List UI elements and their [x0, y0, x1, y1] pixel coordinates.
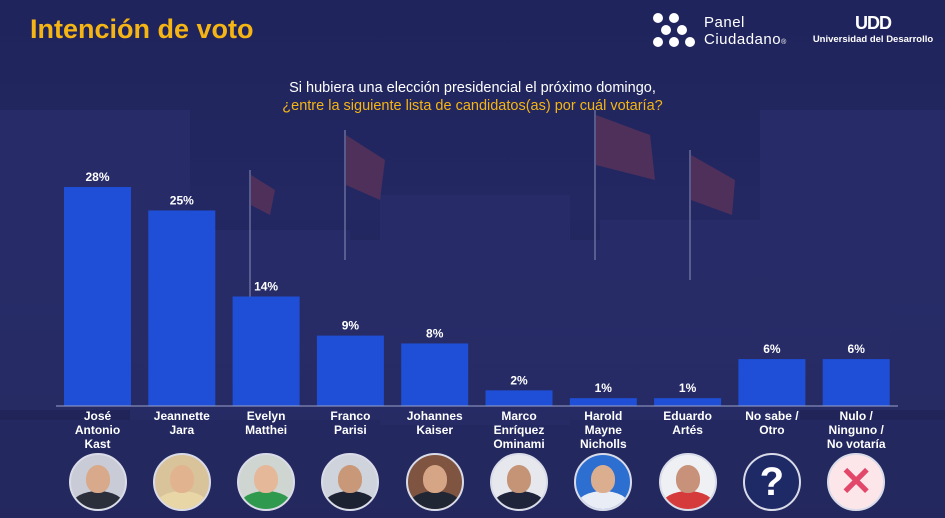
category-label-2: Evelyn Matthei — [245, 409, 287, 437]
category-label-8: No sabe / Otro — [745, 409, 799, 437]
category-label-line: Eduardo — [663, 409, 712, 423]
category-label-line: Nulo / — [840, 409, 874, 423]
bar-6 — [569, 398, 637, 406]
category-label-line: Ninguno / — [829, 423, 885, 437]
bar-7 — [654, 398, 722, 406]
photo-body — [71, 491, 124, 509]
category-label-line: Harold — [584, 409, 622, 423]
panel-ciudadano-logo: Panel Ciudadano® — [652, 12, 812, 52]
candidate-photo — [574, 453, 633, 511]
category-label-5: Marco Enríquez Ominami — [493, 409, 544, 451]
question-line-2: ¿entre la siguiente lista de candidatos(… — [282, 98, 663, 114]
question-line-1: Si hubiera una elección presidencial el … — [289, 80, 656, 96]
category-label-7: Eduardo Artés — [663, 409, 712, 437]
candidate-photo — [490, 453, 548, 511]
category-label-line: No sabe / — [745, 409, 799, 423]
udd-logo: UDD Universidad del Desarrollo — [812, 14, 934, 50]
data-label-0: 28% — [85, 170, 109, 184]
category-label-line: No votaría — [827, 437, 886, 451]
category-label-line: Johannes — [407, 409, 463, 423]
bar-2 — [232, 296, 300, 406]
photo-head — [591, 465, 616, 493]
panel-logo-reg: ® — [781, 39, 787, 46]
bar-4 — [401, 343, 469, 406]
photo-head — [675, 465, 700, 493]
cross-icon: ✕ — [839, 460, 873, 504]
category-label-1: Jeannette Jara — [154, 409, 210, 437]
bar-5 — [485, 390, 553, 406]
page-title: Intención de voto — [30, 14, 254, 44]
question-mark-icon: ? — [742, 453, 801, 511]
panel-logo-line1: Panel — [704, 14, 745, 31]
category-label-line: Antonio — [75, 423, 120, 437]
photo-body — [493, 491, 545, 509]
photo-head — [338, 465, 363, 493]
category-label-line: Parisi — [334, 423, 367, 437]
data-label-7: 1% — [679, 381, 697, 395]
photo-head — [422, 465, 447, 493]
photo-head — [254, 465, 279, 493]
bar-9 — [822, 359, 890, 406]
category-label-line: Marco — [501, 409, 536, 423]
question-mark-icon: ? — [759, 460, 785, 504]
category-label-line: José — [84, 409, 112, 423]
category-label-line: Artés — [672, 423, 703, 437]
photo-body — [408, 491, 461, 509]
data-label-8: 6% — [763, 342, 781, 356]
category-label-line: Ominami — [493, 437, 544, 451]
photo-body — [240, 491, 293, 509]
bar-1 — [148, 210, 216, 406]
photo-head — [507, 465, 531, 493]
photo-body — [661, 491, 714, 509]
category-label-line: Jara — [169, 423, 194, 437]
photo-body — [324, 491, 377, 509]
candidate-photo — [68, 453, 127, 511]
candidate-photo — [152, 453, 211, 511]
data-label-4: 8% — [426, 326, 444, 340]
candidate-photo — [658, 453, 717, 511]
bar-0 — [64, 187, 131, 406]
category-label-line: Kast — [84, 437, 110, 451]
panel-logo-line2: Ciudadano — [704, 31, 782, 48]
category-label-line: Nicholls — [580, 437, 627, 451]
photo-head — [169, 465, 194, 493]
data-label-5: 2% — [510, 373, 528, 387]
data-label-3: 9% — [342, 319, 360, 333]
photo-body — [577, 491, 630, 509]
data-label-2: 14% — [254, 280, 278, 294]
candidate-photo — [237, 453, 296, 511]
category-label-line: Matthei — [245, 423, 287, 437]
data-label-6: 1% — [595, 381, 613, 395]
photo-head — [85, 465, 110, 493]
udd-logo-name: Universidad del Desarrollo — [812, 34, 934, 45]
cross-icon: ✕ — [827, 453, 886, 511]
candidate-photo — [321, 453, 380, 511]
category-label-0: José Antonio Kast — [75, 409, 120, 451]
category-label-line: Enríquez — [494, 423, 545, 437]
udd-logo-mark: UDD — [855, 13, 892, 33]
candidate-photo — [405, 453, 464, 511]
category-label-6: Harold Mayne Nicholls — [580, 409, 627, 451]
photo-body — [155, 491, 208, 509]
category-label-3: Franco Parisi — [330, 409, 370, 437]
category-label-line: Evelyn — [247, 409, 286, 423]
category-label-line: Kaiser — [416, 423, 453, 437]
category-label-4: Johannes Kaiser — [407, 409, 463, 437]
category-label-line: Jeannette — [154, 409, 210, 423]
data-label-1: 25% — [170, 193, 194, 207]
panel-logo-icon — [653, 13, 695, 47]
category-label-9: Nulo / Ninguno / No votaría — [827, 409, 886, 451]
category-label-line: Mayne — [585, 423, 623, 437]
bar-8 — [738, 359, 806, 406]
data-label-9: 6% — [848, 342, 866, 356]
category-label-line: Otro — [759, 423, 784, 437]
bar-3 — [316, 335, 384, 406]
category-label-line: Franco — [330, 409, 370, 423]
